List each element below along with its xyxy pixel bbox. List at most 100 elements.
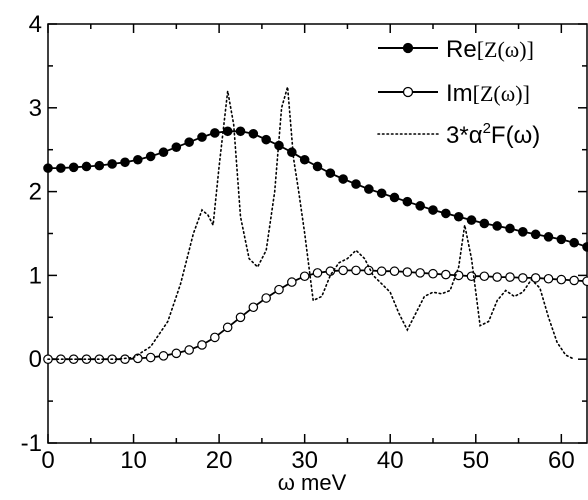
data-point: [184, 137, 194, 147]
data-point: [466, 271, 477, 282]
data-point: [312, 268, 323, 278]
legend-marker: [402, 42, 414, 54]
data-point: [543, 232, 554, 242]
data-point: [158, 147, 169, 158]
data-point: [376, 266, 387, 277]
data-point: [518, 227, 528, 237]
series-1: [43, 265, 588, 364]
data-point: [222, 126, 233, 137]
data-point: [556, 274, 567, 285]
legend-label: Re[Z(ω)]: [446, 36, 534, 63]
y-tick-label: 2: [29, 179, 42, 206]
data-point: [222, 322, 233, 333]
data-point: [107, 159, 117, 169]
data-point: [530, 229, 541, 240]
data-point: [287, 277, 297, 287]
data-point: [389, 192, 400, 203]
data-point: [441, 208, 451, 219]
data-point: [466, 215, 477, 225]
data-point: [210, 332, 220, 343]
series-line: [48, 269, 588, 361]
data-point: [530, 273, 541, 283]
data-point: [415, 201, 425, 211]
data-point: [299, 154, 310, 165]
data-point: [312, 161, 323, 172]
data-point: [68, 354, 79, 364]
x-tick-label: 20: [206, 447, 233, 474]
data-point: [351, 265, 361, 276]
y-tick-label: 3: [29, 95, 42, 122]
data-point: [364, 184, 374, 194]
data-point: [428, 205, 438, 215]
x-tick-label: 50: [462, 447, 489, 474]
data-point: [248, 302, 259, 313]
y-tick-label: 1: [29, 262, 42, 289]
legend-label: 3*α2F(ω): [446, 120, 540, 149]
data-point: [556, 234, 567, 245]
data-point: [68, 162, 79, 173]
data-point: [274, 284, 284, 295]
data-point: [518, 273, 528, 283]
data-point: [582, 276, 588, 287]
data-point: [505, 272, 515, 282]
legend-item: 3*α2F(ω): [377, 120, 540, 149]
legend-item: Re[Z(ω)]: [378, 36, 534, 63]
data-point: [261, 293, 271, 303]
data-point: [505, 223, 515, 234]
legend-marker: [402, 86, 414, 98]
data-point: [81, 161, 92, 172]
data-point: [171, 142, 182, 152]
data-point: [402, 196, 413, 207]
data-point: [338, 174, 348, 184]
data-point: [184, 345, 194, 355]
data-point: [325, 266, 336, 277]
x-tick-label: 0: [41, 447, 54, 474]
series-2: [47, 86, 575, 360]
series-line: [47, 86, 575, 360]
legend: Re[Z(ω)] Im[Z(ω)] 3*α2F(ω): [377, 36, 540, 149]
data-point: [94, 160, 105, 171]
data-point: [235, 312, 246, 323]
data-point: [171, 348, 182, 359]
series-0: [43, 126, 588, 252]
data-point: [43, 163, 53, 173]
data-point: [145, 352, 156, 363]
data-point: [402, 267, 413, 277]
data-point: [492, 272, 502, 282]
data-point: [120, 157, 130, 168]
y-tick-label: 4: [29, 11, 42, 38]
data-point: [492, 221, 502, 231]
data-point: [569, 237, 579, 248]
data-point: [158, 351, 169, 361]
data-point: [441, 269, 451, 280]
data-point: [428, 268, 438, 279]
data-point: [389, 266, 400, 277]
data-point: [299, 271, 310, 282]
x-tick-label: 60: [548, 447, 575, 474]
data-point: [569, 275, 579, 286]
data-point: [210, 128, 220, 138]
x-axis-label: ω meV: [278, 470, 347, 495]
data-point: [479, 271, 490, 282]
data-point: [145, 151, 156, 162]
legend-item: Im[Z(ω)]: [378, 80, 530, 107]
x-tick-label: 40: [377, 447, 404, 474]
series-layer: [43, 86, 588, 364]
data-point: [261, 134, 271, 145]
data-point: [248, 128, 259, 139]
data-point: [133, 154, 143, 165]
y-tick-label: -1: [21, 430, 42, 457]
x-tick-label: 10: [120, 447, 147, 474]
data-point: [376, 188, 387, 199]
data-point: [453, 270, 464, 281]
data-point: [415, 268, 425, 278]
data-point: [56, 163, 66, 173]
data-point: [287, 147, 297, 158]
data-point: [325, 168, 336, 178]
data-point: [582, 242, 588, 252]
legend-label: Im[Z(ω)]: [446, 80, 530, 107]
data-point: [479, 218, 490, 229]
data-point: [338, 265, 348, 276]
data-point: [197, 340, 207, 350]
